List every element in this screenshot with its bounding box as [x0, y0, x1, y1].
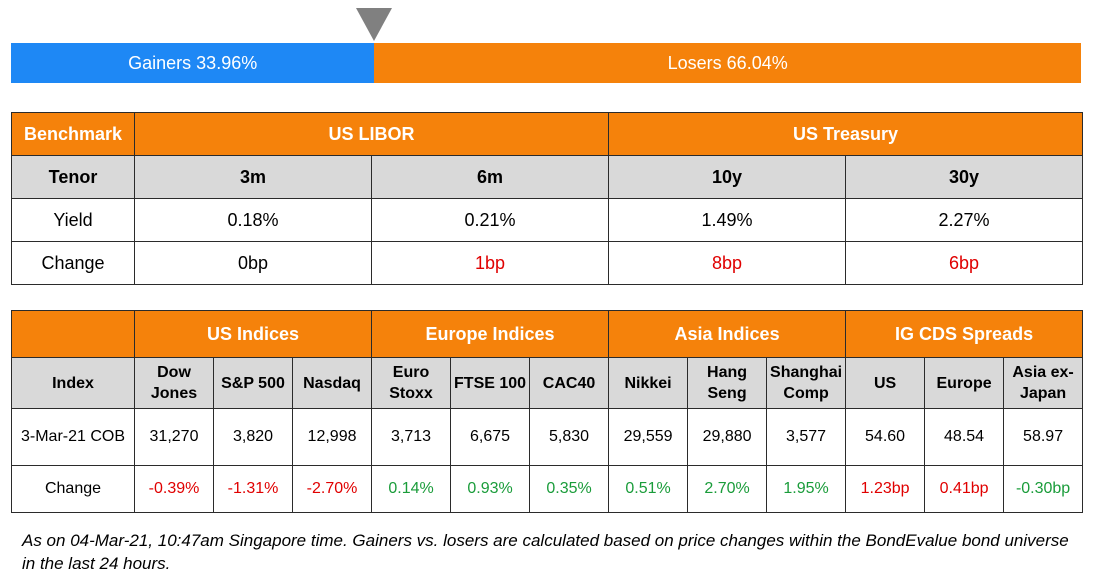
- corner-header: [11, 310, 135, 358]
- position-marker-icon: [356, 8, 392, 41]
- index-name-line: Japan: [1019, 385, 1067, 402]
- index-name-line: CAC40: [542, 374, 596, 392]
- index-value-cell: 12,998: [291, 408, 373, 466]
- index-change-cell: -2.70%: [291, 465, 373, 513]
- index-name-cell: Asia ex- Japan: [1003, 357, 1084, 409]
- index-value-cell: 58.97: [1003, 408, 1084, 466]
- tenor-cell: 6m: [370, 155, 610, 199]
- group-header-us-treasury: US Treasury: [608, 112, 1084, 156]
- index-name-line: Europe: [936, 374, 992, 392]
- index-name-line: US: [873, 374, 897, 392]
- gainers-segment: Gainers 33.96%: [11, 43, 375, 83]
- index-value-cell: 6,675: [450, 408, 531, 466]
- index-change-cell: 2.70%: [687, 465, 768, 513]
- yield-label: Yield: [11, 198, 135, 242]
- index-value-cell: 29,880: [687, 408, 768, 466]
- index-value-cell: 31,270: [134, 408, 214, 466]
- index-name-line: S&P 500: [221, 374, 285, 392]
- group-header-ig-cds-spreads: IG CDS Spreads: [845, 310, 1084, 358]
- index-change-cell: 1.95%: [766, 465, 847, 513]
- index-value-cell: 3,820: [213, 408, 293, 466]
- index-name-line: Comp: [783, 385, 829, 402]
- rates-table: Benchmark US LIBOR US Treasury Tenor 3m …: [11, 112, 1084, 285]
- index-name-cell: CAC40: [529, 357, 610, 409]
- footnote: As on 04-Mar-21, 10:47am Singapore time.…: [22, 531, 1069, 573]
- tenor-header: Tenor: [11, 155, 135, 199]
- losers-label: Losers 66.04%: [667, 52, 788, 73]
- index-change-cell: 0.51%: [608, 465, 689, 513]
- index-change-cell: 0.93%: [450, 465, 531, 513]
- yield-cell: 2.27%: [845, 198, 1084, 242]
- index-header: Index: [11, 357, 135, 409]
- index-name-line: Seng: [707, 385, 747, 402]
- benchmark-header: Benchmark: [11, 112, 135, 156]
- group-header-asia-indices: Asia Indices: [608, 310, 847, 358]
- index-name-cell: Hang Seng: [687, 357, 768, 409]
- index-name-cell: US: [845, 357, 926, 409]
- index-name-cell: Nasdaq: [291, 357, 373, 409]
- indices-table: US Indices Europe Indices Asia Indices I…: [11, 310, 1084, 513]
- index-name-line: Asia ex-: [1012, 364, 1074, 381]
- index-value-cell: 48.54: [924, 408, 1005, 466]
- index-change-cell: 0.41bp: [924, 465, 1005, 513]
- yield-cell: 1.49%: [608, 198, 847, 242]
- date-label: 3-Mar-21 COB: [11, 408, 135, 466]
- index-name-line: Euro: [392, 364, 430, 381]
- index-value-cell: 5,830: [529, 408, 610, 466]
- group-header-us-indices: US Indices: [133, 310, 373, 358]
- index-value-cell: 29,559: [608, 408, 689, 466]
- index-name-line: Stoxx: [389, 385, 433, 402]
- index-change-cell: -0.30bp: [1003, 465, 1084, 513]
- yield-cell: 0.18%: [134, 198, 372, 242]
- index-name-cell: Nikkei: [608, 357, 689, 409]
- index-name-cell: Europe: [924, 357, 1005, 409]
- group-header-europe-indices: Europe Indices: [371, 310, 610, 358]
- index-name-line: Hang: [707, 364, 748, 381]
- gainers-losers-bar: Gainers 33.96% Losers 66.04%: [11, 43, 1081, 83]
- tenor-cell: 30y: [845, 155, 1084, 199]
- index-value-cell: 3,577: [766, 408, 847, 466]
- index-name-line: Dow: [157, 364, 191, 381]
- index-name-cell: S&P 500: [213, 357, 293, 409]
- index-name-line: Shanghai: [770, 364, 843, 381]
- index-name-cell: FTSE 100: [450, 357, 531, 409]
- change-cell: 1bp: [370, 241, 610, 285]
- group-header-us-libor: US LIBOR: [133, 112, 610, 156]
- losers-segment: Losers 66.04%: [374, 43, 1081, 83]
- change-cell: 8bp: [608, 241, 847, 285]
- index-name-line: Nasdaq: [303, 374, 361, 392]
- index-name-line: Nikkei: [624, 374, 672, 392]
- tenor-cell: 3m: [134, 155, 372, 199]
- index-change-cell: -1.31%: [213, 465, 293, 513]
- tenor-cell: 10y: [608, 155, 847, 199]
- gainers-label: Gainers 33.96%: [128, 52, 258, 73]
- change-label: Change: [11, 241, 135, 285]
- index-change-cell: 0.35%: [529, 465, 610, 513]
- index-change-cell: -0.39%: [134, 465, 214, 513]
- index-change-cell: 0.14%: [371, 465, 452, 513]
- index-value-cell: 3,713: [371, 408, 452, 466]
- change-cell: 0bp: [134, 241, 372, 285]
- index-change-cell: 1.23bp: [845, 465, 926, 513]
- yield-cell: 0.21%: [370, 198, 610, 242]
- index-value-cell: 54.60: [845, 408, 926, 466]
- change-cell: 6bp: [845, 241, 1084, 285]
- index-name-cell: Shanghai Comp: [766, 357, 847, 409]
- index-name-cell: Dow Jones: [134, 357, 214, 409]
- index-name-line: Jones: [150, 385, 198, 402]
- index-name-cell: Euro Stoxx: [371, 357, 452, 409]
- index-name-line: FTSE 100: [454, 374, 527, 392]
- change-label: Change: [11, 465, 135, 513]
